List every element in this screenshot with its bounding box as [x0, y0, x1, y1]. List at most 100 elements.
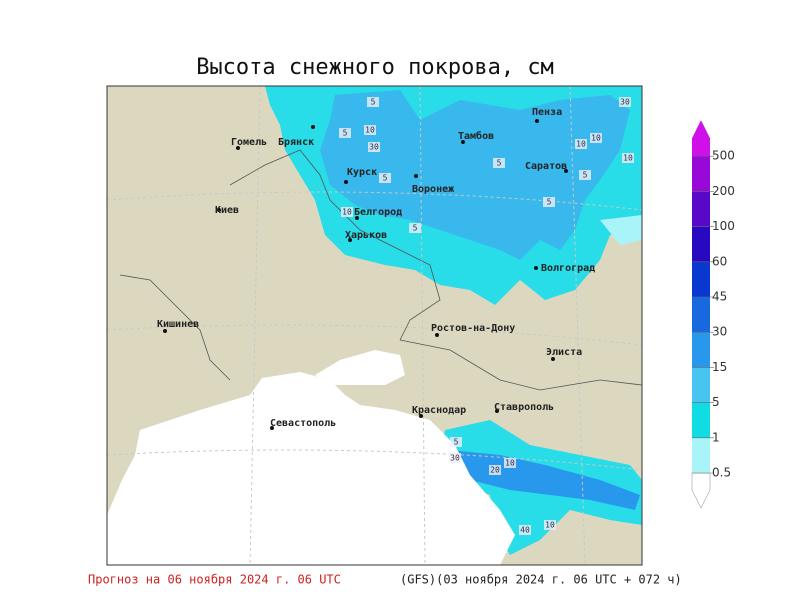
- city-label: Пенза: [532, 107, 562, 118]
- contour-label: 10: [545, 521, 555, 530]
- contour-label: 5: [497, 159, 502, 168]
- contour-label-box: [368, 142, 380, 152]
- city-label: Белгород: [354, 207, 402, 218]
- legend-label: 100: [712, 219, 735, 233]
- legend-label: 200: [712, 184, 735, 198]
- legend-band: [692, 191, 710, 227]
- legend-label: 1: [712, 430, 720, 444]
- legend-band: [692, 226, 710, 262]
- azov-sea: [315, 350, 405, 385]
- contour-label: 10: [342, 208, 352, 217]
- contour-label: 10: [591, 134, 601, 143]
- city-dot: [534, 266, 538, 270]
- legend-band: [692, 120, 710, 157]
- legend-band: [691, 472, 711, 509]
- city-dot: [270, 426, 274, 430]
- legend-band: [692, 261, 710, 297]
- contour-label-box: [341, 207, 353, 217]
- city-label: Гомель: [231, 137, 267, 148]
- contour-label-box: [409, 223, 421, 233]
- legend-label: 15: [712, 360, 727, 374]
- contour-label: 10: [576, 140, 586, 149]
- city-label: Ростов-на-Дону: [431, 323, 515, 334]
- contour-label-box: [575, 139, 587, 149]
- legend-band: [692, 156, 710, 192]
- city-label: Брянск: [278, 137, 314, 148]
- forecast-date: Прогноз на 06 ноября 2024 г. 06 UTC: [88, 573, 341, 587]
- city-label: Воронеж: [412, 184, 454, 195]
- city-label: Саратов: [525, 161, 567, 172]
- city-dot: [163, 329, 167, 333]
- title: Высота снежного покрова, см: [196, 55, 554, 80]
- city-dot: [217, 208, 221, 212]
- black-sea: [107, 372, 515, 565]
- city-dot: [535, 119, 539, 123]
- city-label: Краснодар: [412, 405, 466, 416]
- contour-label: 5: [547, 198, 552, 207]
- city-dot: [348, 238, 352, 242]
- city-label: Волгоград: [541, 263, 595, 274]
- contour-label-box: [622, 153, 634, 163]
- contour-label-box: [489, 465, 501, 475]
- city-label: Тамбов: [458, 130, 494, 142]
- contour-label-box: [504, 458, 516, 468]
- contour-label: 5: [383, 174, 388, 183]
- city-dot: [419, 414, 423, 418]
- city-dot: [344, 180, 348, 184]
- contour-label: 30: [620, 98, 630, 107]
- city-label: Киев: [215, 205, 239, 216]
- contour-label: 10: [365, 126, 375, 135]
- snow-thin: [600, 215, 642, 245]
- contour-label: 5: [371, 98, 376, 107]
- legend-band: [692, 402, 710, 438]
- city-label: Севастополь: [270, 418, 336, 429]
- city-label: Харьков: [345, 230, 387, 241]
- legend-band: [692, 297, 710, 333]
- contour-label: 40: [520, 526, 530, 535]
- city-label: Ставрополь: [494, 402, 554, 413]
- contour-label-box: [450, 437, 462, 447]
- city-dot: [551, 357, 555, 361]
- contour-label-box: [364, 125, 376, 135]
- contour-label-box: [519, 525, 531, 535]
- city-dot: [414, 174, 418, 178]
- legend-band: [692, 332, 710, 368]
- legend-label: 0.5: [712, 466, 731, 480]
- legend-label: 60: [712, 254, 727, 268]
- contour-label-box: [449, 453, 461, 463]
- map-frame: [106, 85, 643, 566]
- borders: [119, 149, 642, 391]
- contour-label: 10: [505, 459, 515, 468]
- city-dot: [495, 409, 499, 413]
- contour-label-box: [579, 170, 591, 180]
- contour-label: 5: [454, 438, 459, 447]
- contour-label-box: [339, 128, 351, 138]
- city-dot: [355, 216, 359, 220]
- city-dot: [435, 333, 439, 337]
- contour-label: 5: [413, 224, 418, 233]
- city-dot: [564, 169, 568, 173]
- city-dot: [311, 125, 315, 129]
- contour-label-box: [590, 133, 602, 143]
- legend-label: 5: [712, 395, 720, 409]
- model-run: (GFS)(03 ноября 2024 г. 06 UTC + 072 ч): [400, 573, 682, 587]
- map: [107, 86, 642, 565]
- contour-label: 30: [450, 454, 460, 463]
- contour-label-box: [379, 173, 391, 183]
- contour-label: 5: [343, 129, 348, 138]
- legend-label: 500: [712, 149, 735, 163]
- city-dot: [236, 146, 240, 150]
- legend-label: 30: [712, 325, 727, 339]
- contour-label: 30: [369, 143, 379, 152]
- contour-label-box: [544, 520, 556, 530]
- legend-label: 45: [712, 290, 727, 304]
- contour-label-box: [367, 97, 379, 107]
- legend-band: [692, 367, 710, 403]
- contour-label-box: [619, 97, 631, 107]
- contour-label: 20: [490, 466, 500, 475]
- graticule: [107, 86, 642, 565]
- city-dot: [461, 140, 465, 144]
- contour-label-box: [543, 197, 555, 207]
- snow-deep: [320, 90, 630, 260]
